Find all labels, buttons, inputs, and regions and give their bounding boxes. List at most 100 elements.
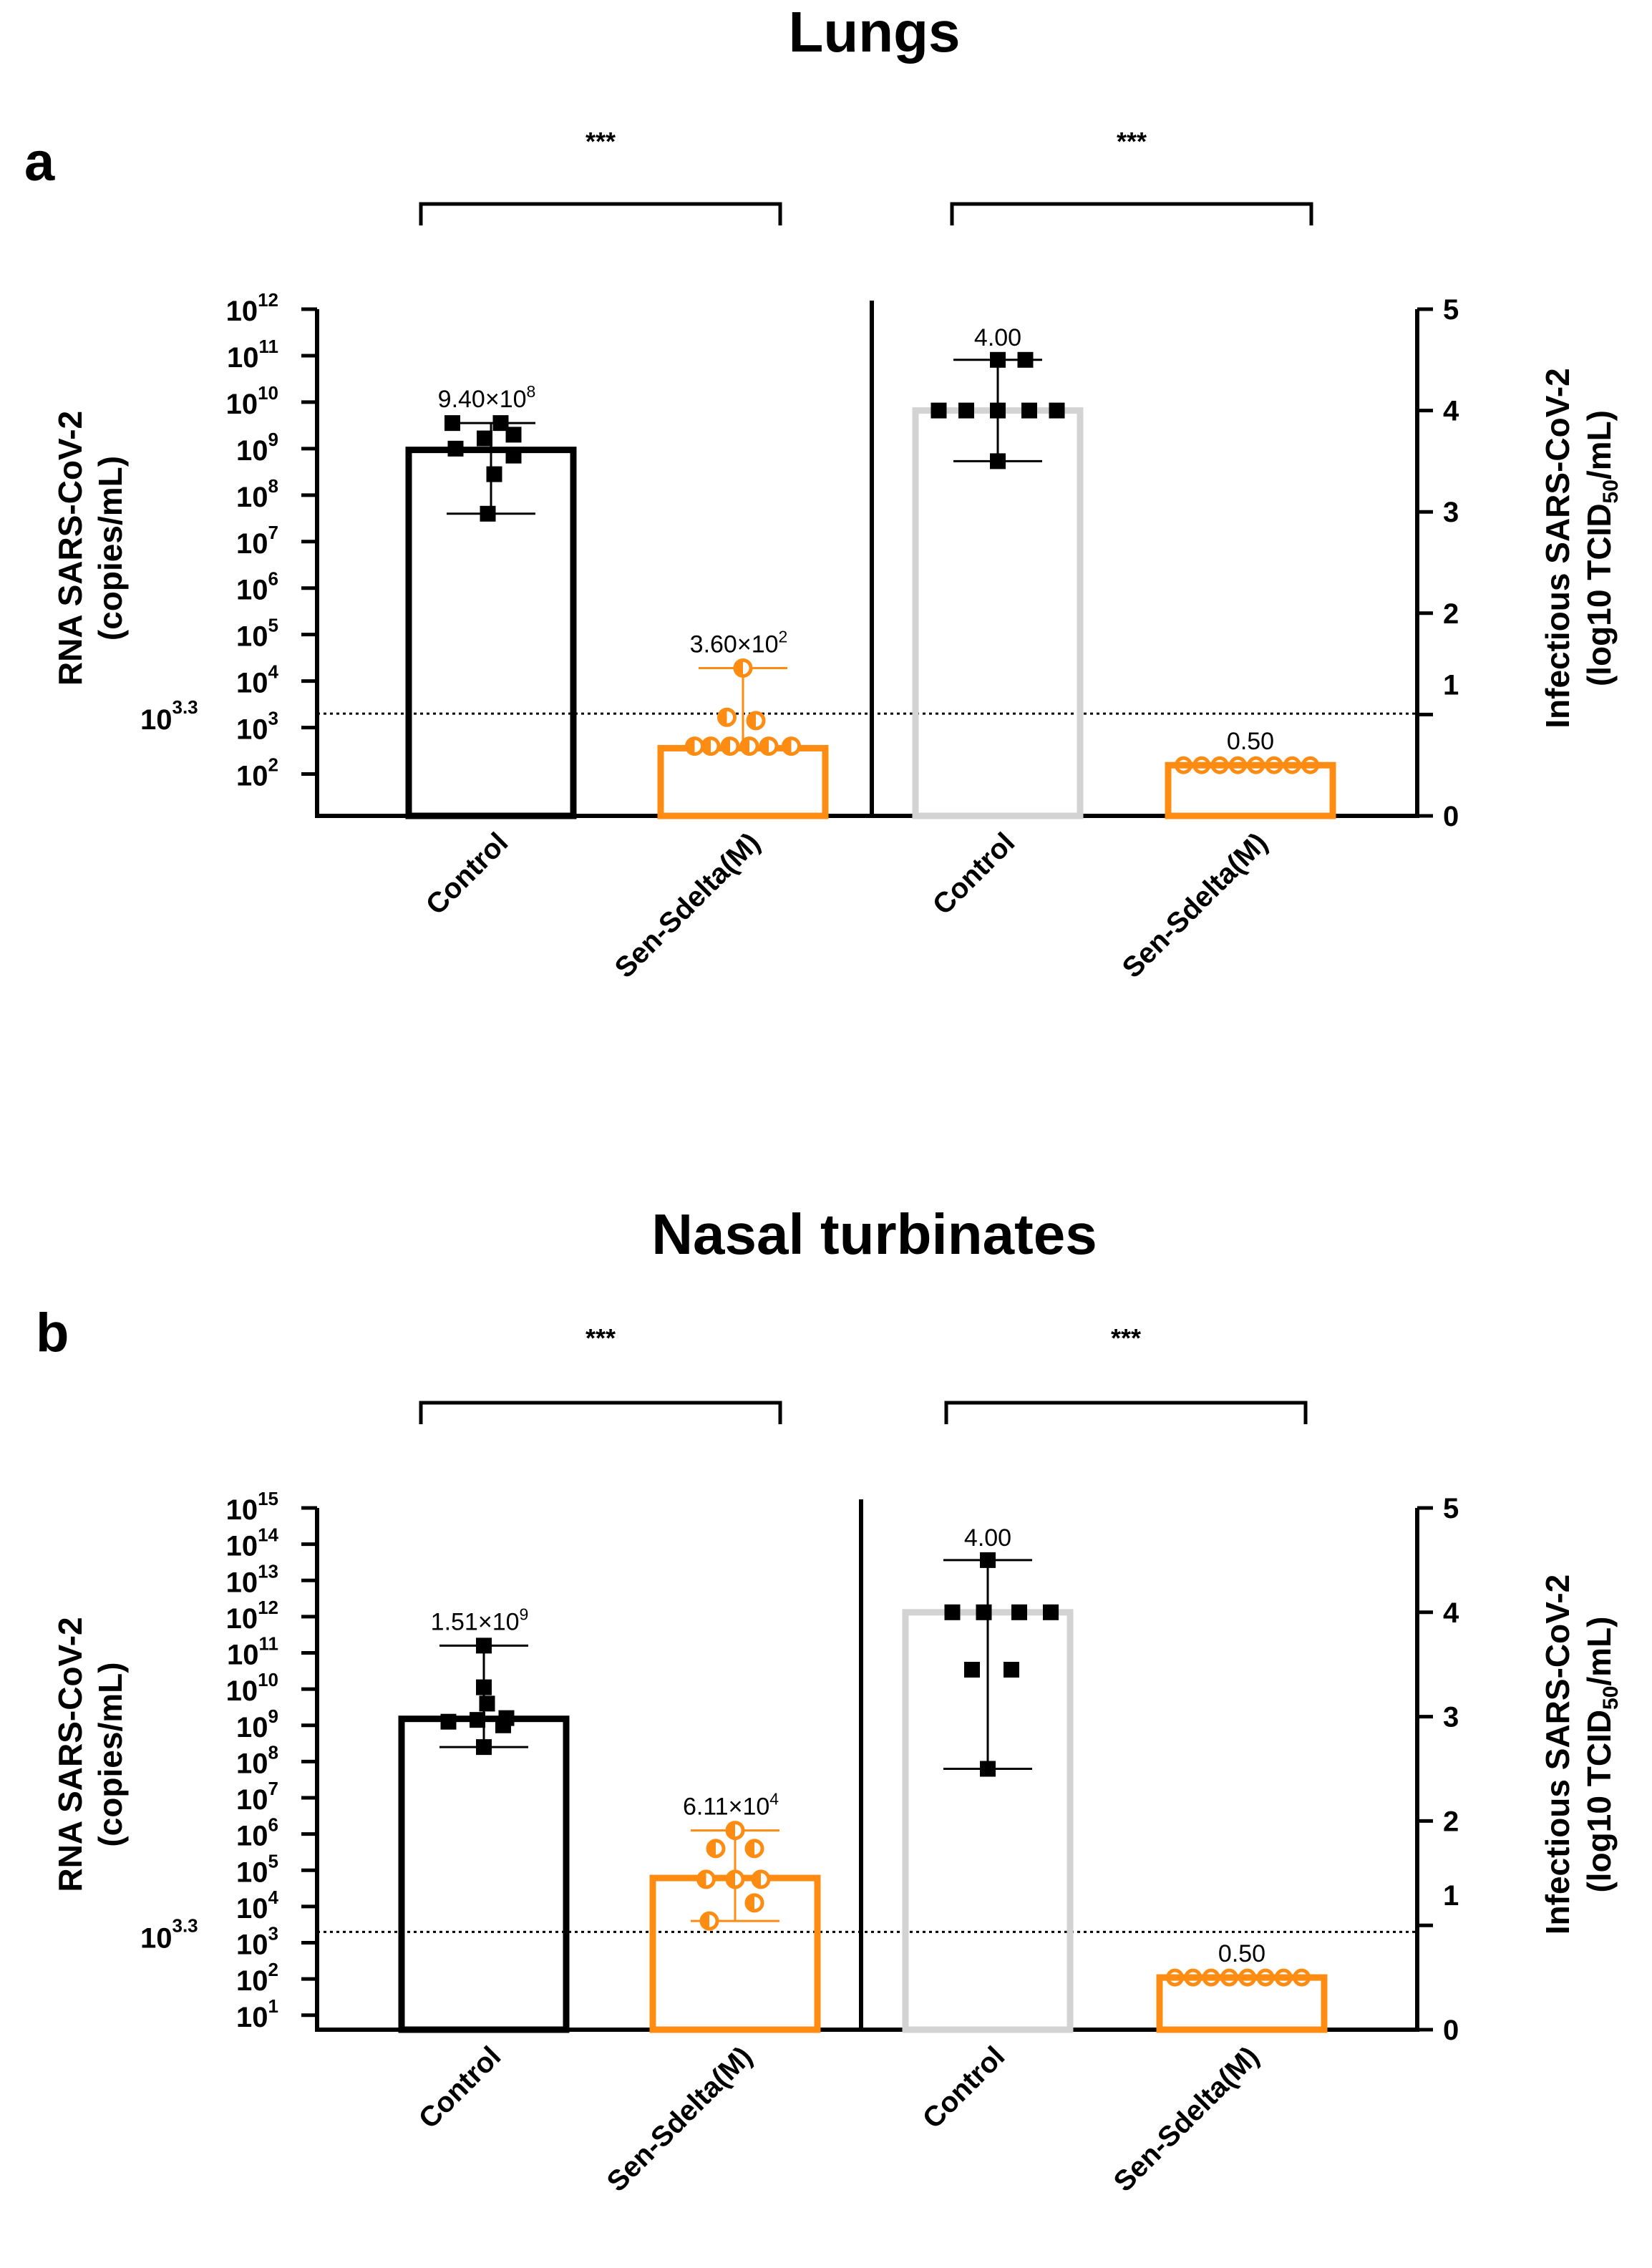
bar — [657, 744, 829, 819]
significance-label: *** — [586, 1323, 616, 1353]
right-tick-label: 3 — [1443, 1702, 1459, 1733]
left-tick-label-base: 10 — [226, 296, 258, 327]
data-point — [990, 453, 1006, 469]
right-y-label-line1: Infectious SARS-CoV-2 — [1539, 1575, 1576, 1935]
data-point-half — [708, 1840, 716, 1856]
left-tick-label-base: 10 — [236, 1784, 268, 1816]
right-y-label-line2-b: /mL) — [1580, 1616, 1618, 1685]
data-point — [480, 505, 496, 522]
data-point — [1192, 756, 1211, 774]
bar-value-label-base: 1.51×10 — [431, 1608, 520, 1635]
bar-value-label-base: 9.40×10 — [438, 386, 527, 413]
data-point — [444, 415, 460, 432]
panel-title: Nasal turbinates — [651, 1202, 1097, 1266]
data-point — [492, 415, 509, 432]
left-bar-group-1: 6.11×104 Sen-Sdelta(M) — [601, 1790, 821, 2198]
left-tick-label-base: 10 — [236, 1893, 268, 1924]
bar — [912, 407, 1084, 819]
left-y-label: RNA SARS-CoV-2 (copies/mL) — [52, 1617, 129, 1892]
bar-value-label-base: 3.60×10 — [690, 631, 779, 658]
left-tick-label-base: 10 — [236, 668, 268, 699]
right-tick-label: 0 — [1443, 2015, 1459, 2046]
right-tick-label: 3 — [1443, 497, 1459, 528]
category-label-group: Sen-Sdelta(M) — [1108, 2040, 1265, 2198]
left-tick-label: 108 — [236, 1741, 278, 1779]
left-tick-label: 104 — [236, 1887, 279, 1924]
category-label: Control — [413, 2040, 507, 2135]
left-tick-label-sup: 8 — [268, 475, 278, 497]
left-tick-label: 1014 — [226, 1524, 279, 1562]
right-y-label: Infectious SARS-CoV-2 (log10 TCID50/mL) — [1539, 368, 1623, 729]
left-tick-label: 106 — [236, 1814, 278, 1852]
left-tick-label-sup: 9 — [268, 429, 278, 450]
data-point — [1247, 756, 1265, 774]
right-tick-label: 1 — [1443, 669, 1459, 701]
data-point — [486, 466, 502, 482]
data-point — [1017, 351, 1034, 368]
left-bar-group-0: 1.51×109 Control — [398, 1605, 570, 2135]
threshold-label-base: 10 — [140, 1922, 173, 1954]
bar-value-label-sup: 2 — [779, 627, 788, 646]
left-tick-label-sup: 3 — [268, 1923, 278, 1945]
left-tick-label-sup: 7 — [268, 1778, 278, 1799]
left-tick-label-base: 10 — [236, 2002, 268, 2033]
left-tick-label: 1010 — [226, 1669, 278, 1707]
data-point — [717, 707, 737, 727]
left-y-label: RNA SARS-CoV-2 (copies/mL) — [52, 411, 129, 686]
panel-a: Lungsa1021031041051061071081091010101110… — [24, 0, 1623, 984]
left-tick-label-base: 10 — [226, 1603, 258, 1635]
bracket-line — [419, 1401, 782, 1424]
left-tick-label-sup: 13 — [258, 1560, 278, 1582]
left-tick-label-sup: 15 — [258, 1488, 278, 1509]
category-label: Control — [917, 2040, 1011, 2135]
bar — [398, 1715, 570, 2033]
left-tick-label-base: 10 — [236, 761, 268, 792]
right-bar-group-1: 0.50 Sen-Sdelta(M) — [1117, 728, 1336, 984]
data-point — [1043, 1604, 1059, 1620]
left-tick-label: 105 — [236, 615, 278, 653]
data-point — [696, 1869, 716, 1889]
right-y-label-line1: Infectious SARS-CoV-2 — [1539, 368, 1576, 729]
left-tick-label-base: 10 — [226, 1494, 258, 1526]
bar-value-label: 4.00 — [964, 1524, 1011, 1552]
left-tick-label-sup: 6 — [268, 568, 278, 590]
significance-label: *** — [1117, 127, 1147, 156]
left-tick-label-base: 10 — [227, 342, 259, 374]
right-tick-label: 2 — [1443, 598, 1459, 630]
data-point — [1265, 756, 1283, 774]
bar-value-label-sup: 9 — [520, 1605, 529, 1623]
left-tick-label: 103 — [236, 1923, 278, 1961]
right-y-label-line2-sub: 50 — [1599, 1686, 1623, 1710]
left-tick-label: 101 — [236, 1995, 278, 2033]
bar-value-label: 3.60×102 — [690, 627, 788, 658]
data-point — [1283, 756, 1301, 774]
left-tick-label-base: 10 — [226, 1567, 258, 1598]
data-point — [733, 658, 753, 678]
data-point — [944, 1604, 961, 1620]
error-bar — [699, 666, 787, 748]
data-point — [980, 1761, 996, 1777]
left-tick-label: 1012 — [226, 1597, 278, 1635]
left-tick-label-sup: 11 — [259, 336, 279, 357]
left-tick-label: 109 — [236, 429, 278, 467]
data-point — [1004, 1661, 1019, 1678]
category-label-group: Sen-Sdelta(M) — [601, 2040, 759, 2198]
data-point-half — [742, 738, 749, 754]
left-tick-label-sup: 9 — [268, 1705, 278, 1727]
left-tick-label: 1011 — [227, 1633, 278, 1671]
left-tick-label: 103 — [236, 708, 278, 746]
significance-bracket: *** — [419, 1323, 782, 1424]
data-point — [505, 427, 522, 443]
data-point — [725, 1821, 745, 1841]
significance-label: *** — [1111, 1323, 1141, 1353]
data-point-half — [735, 660, 743, 676]
data-point — [720, 736, 740, 756]
right-tick-label: 4 — [1443, 396, 1459, 427]
left-tick-label-sup: 11 — [259, 1633, 279, 1655]
left-tick-label: 105 — [236, 1850, 278, 1888]
right-y-label-line2-sub: 50 — [1599, 480, 1623, 503]
left-tick-label-base: 10 — [236, 1965, 268, 1997]
left-tick-label-base: 10 — [226, 389, 258, 420]
data-point — [1011, 1604, 1027, 1620]
